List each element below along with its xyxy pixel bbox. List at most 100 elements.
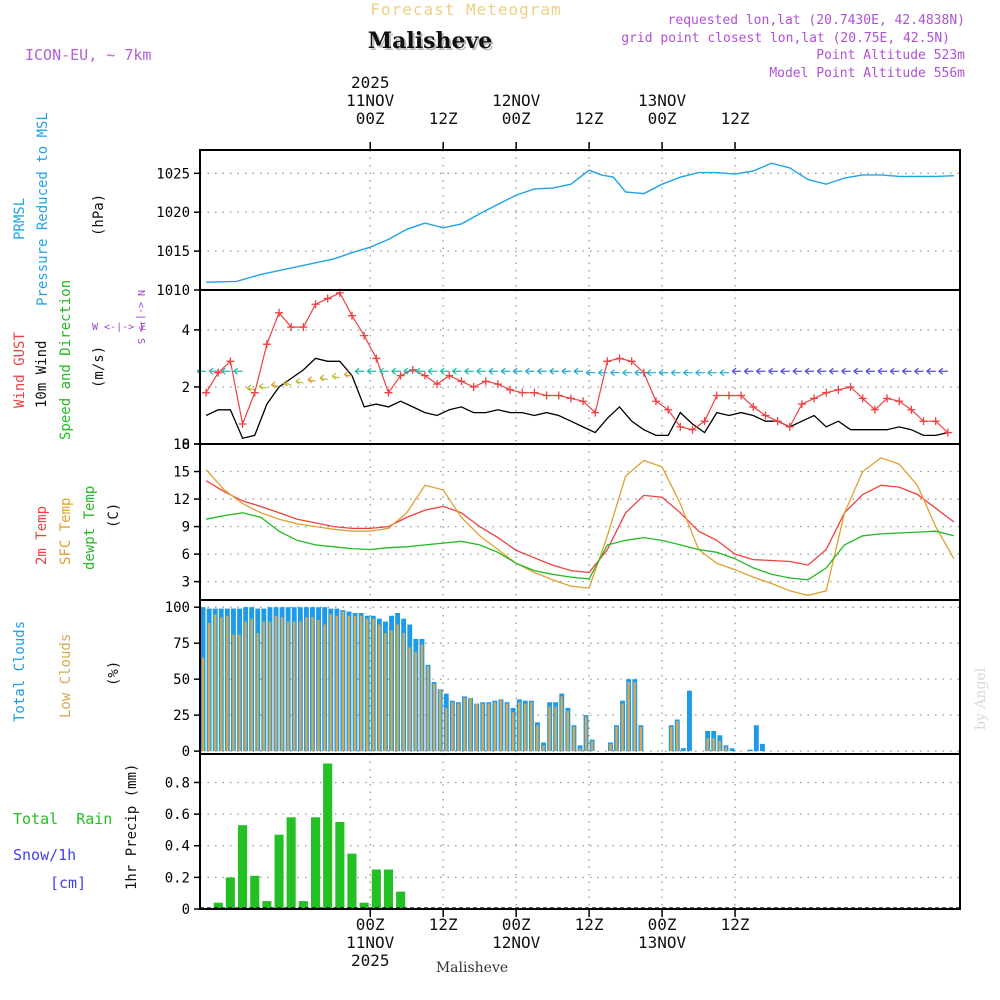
total-cloud-bar: [753, 725, 759, 752]
y-tick-label: 1025: [156, 166, 190, 182]
low-cloud-bar: [402, 633, 405, 752]
low-cloud-bar: [226, 615, 229, 752]
wind-gust-marker: [311, 300, 320, 309]
low-cloud-bar: [238, 634, 241, 752]
low-cloud-bar: [524, 703, 527, 752]
wind-direction-arrow: [464, 367, 474, 375]
wind-direction-arrow: [756, 367, 766, 375]
wind-gust-marker: [566, 394, 575, 403]
wind-gust-marker: [907, 405, 916, 414]
low-cloud-bar: [317, 620, 320, 752]
wind-10m-label: 10m Wind: [34, 341, 50, 408]
precip-bar: [311, 817, 321, 909]
wind-gust-marker: [858, 394, 867, 403]
low-cloud-bar: [712, 738, 715, 752]
y-tick-label: 0.8: [165, 775, 190, 791]
wind-direction-arrow: [743, 367, 754, 375]
wind-direction-arrow: [829, 367, 839, 375]
grid-point-coords: grid point closest lon,lat (20.75E, 42.5…: [621, 31, 950, 46]
wind-unit: (m/s): [91, 346, 107, 388]
low-cloud-bar: [487, 703, 490, 752]
wind-direction-arrow: [427, 367, 438, 375]
wind-gust-marker: [518, 388, 527, 397]
wind-gust-marker: [299, 323, 308, 332]
wind-direction-arrow: [476, 367, 486, 375]
low-cloud-bar: [214, 614, 217, 752]
low-cloud-bar: [432, 683, 436, 752]
pressure-line: [206, 162, 954, 283]
wind-direction-arrow: [914, 367, 924, 375]
wind-direction-arrow: [622, 369, 632, 377]
wind-direction-arrow: [415, 367, 425, 375]
panel-frame: [199, 289, 961, 445]
panel-frame: [199, 753, 961, 910]
wind-direction-arrow: [598, 369, 608, 377]
wind-gust-marker: [481, 377, 490, 386]
wind-direction-arrow: [403, 367, 413, 375]
wind-speed-line: [205, 357, 948, 440]
precip-bar: [396, 891, 406, 909]
low-cloud-bar: [584, 716, 588, 752]
low-cloud-bar: [353, 615, 357, 752]
wind-gust-label: Wind GUST: [12, 332, 28, 408]
low-cloud-bar: [481, 703, 484, 752]
wind-direction-arrow: [889, 367, 900, 375]
pressure-unit: (hPa): [91, 194, 107, 236]
wind-direction-arrow: [573, 367, 584, 375]
temp-sfc-label: SFC Temp: [58, 498, 74, 565]
low-cloud-bar: [250, 618, 253, 752]
wind-gust-marker: [323, 294, 332, 303]
low-cloud-bar: [396, 624, 399, 752]
time-label-bottom: 11NOV: [346, 933, 395, 952]
time-label-top: 11NOV: [346, 91, 395, 110]
wind-gust-marker: [360, 331, 369, 340]
wind-gust-marker: [408, 365, 417, 374]
low-cloud-bar: [572, 726, 576, 752]
wind-gust-marker: [895, 397, 904, 406]
low-cloud-bar: [384, 633, 387, 752]
compass-ns: N <-|-> S: [135, 290, 146, 344]
wind-direction-arrow: [926, 367, 936, 375]
low-cloud-bar: [451, 702, 454, 752]
wind-gust-marker: [226, 357, 235, 366]
low-cloud-bar: [530, 702, 533, 752]
wind-direction-arrow: [841, 367, 851, 375]
wind-direction-arrow: [549, 367, 559, 375]
time-label-top: 12Z: [575, 109, 604, 128]
total-cloud-bar: [747, 749, 753, 752]
low-cloud-bar: [280, 617, 284, 752]
forecast-title: Forecast Meteogram: [370, 0, 561, 19]
wind-gust-marker: [797, 400, 806, 409]
low-cloud-bar: [578, 748, 582, 752]
plots: [196, 162, 960, 909]
wind-direction-arrow: [307, 376, 316, 384]
wind-direction-arrow: [331, 372, 340, 380]
precip-bar: [383, 869, 393, 909]
y-tick-label: 0.4: [165, 839, 190, 855]
low-cloud-bar: [207, 623, 211, 752]
wind-gust-marker: [761, 411, 770, 420]
wind-gust-marker: [870, 405, 879, 414]
compass-we: W <-|-> E: [92, 322, 146, 333]
wind-direction-arrow: [695, 369, 705, 377]
precip-bar: [250, 875, 260, 909]
wind-gust-marker: [846, 382, 855, 391]
wind-direction-arrow: [295, 377, 304, 385]
y-tick-label: 1020: [156, 205, 190, 221]
wind-gust-marker: [919, 417, 928, 426]
low-cloud-bar: [536, 725, 539, 752]
low-cloud-bar: [347, 615, 351, 752]
precip-bar: [323, 763, 333, 909]
wind-gust-marker: [457, 377, 466, 386]
low-cloud-bar: [724, 746, 728, 752]
temp-dewpt-label: dewpt Temp: [82, 486, 98, 570]
wind-gust-marker: [822, 388, 831, 397]
y-tick-label: 2: [182, 380, 190, 396]
wind-direction-arrow: [196, 367, 207, 375]
wind-gust-marker: [591, 408, 600, 417]
wind-direction-arrow: [780, 367, 790, 375]
wind-direction-arrow: [500, 367, 511, 375]
wind-direction-arrow: [610, 369, 620, 377]
low-cloud-bar: [268, 621, 272, 752]
precip-bar: [213, 902, 223, 909]
